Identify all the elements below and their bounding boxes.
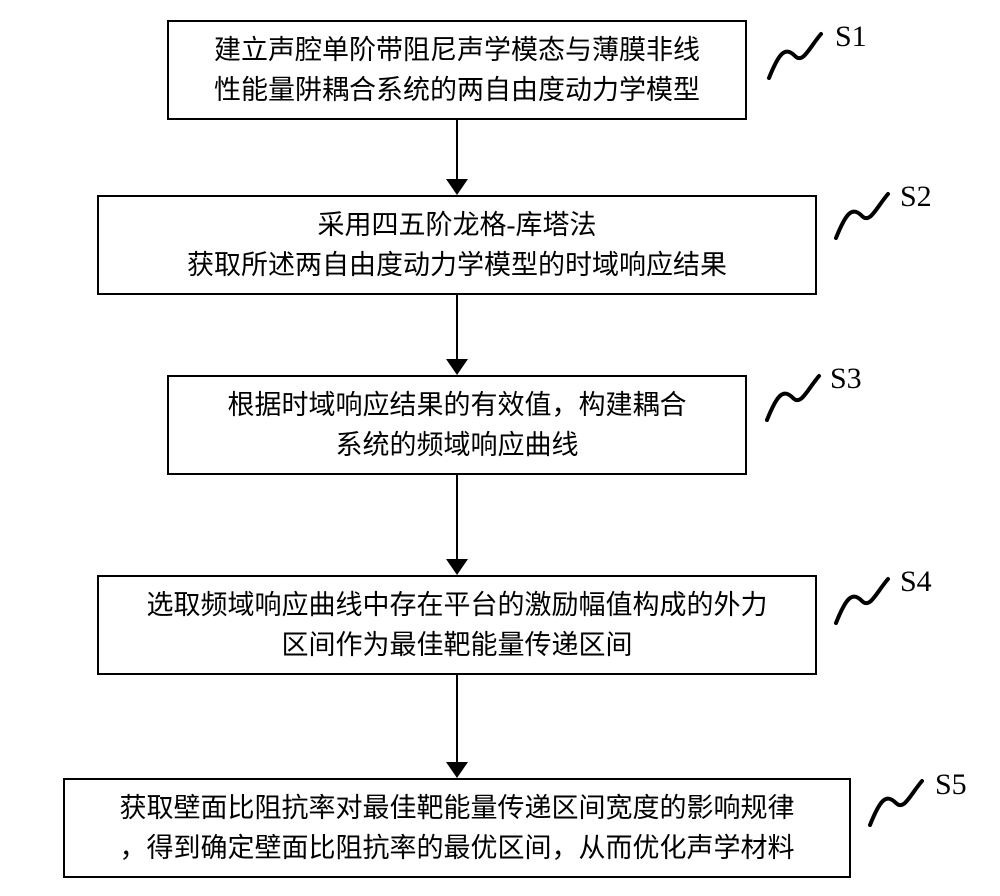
connector-squiggle-s5 xyxy=(866,775,926,835)
flow-step-s1-line2: 性能量阱耦合系统的两自由度动力学模型 xyxy=(214,75,700,105)
flow-step-s5-line1: 获取壁面比阻抗率对最佳靶能量传递区间宽度的影响规律 xyxy=(120,793,795,823)
flow-step-s2-label: S2 xyxy=(900,180,932,214)
flow-step-s1-text: 建立声腔单阶带阻尼声学模态与薄膜非线 性能量阱耦合系统的两自由度动力学模型 xyxy=(214,30,700,111)
arrow-s2-s3 xyxy=(444,295,470,375)
flow-step-s4: 选取频域响应曲线中存在平台的激励幅值构成的外力 区间作为最佳靶能量传递区间 xyxy=(97,575,817,675)
flow-step-s1: 建立声腔单阶带阻尼声学模态与薄膜非线 性能量阱耦合系统的两自由度动力学模型 xyxy=(167,20,747,120)
connector-squiggle-s3 xyxy=(763,370,823,430)
flow-step-s4-line2: 区间作为最佳靶能量传递区间 xyxy=(282,630,633,660)
flow-step-s3-text: 根据时域响应结果的有效值，构建耦合 系统的频域响应曲线 xyxy=(228,385,687,466)
flow-step-s4-line1: 选取频域响应曲线中存在平台的激励幅值构成的外力 xyxy=(147,590,768,620)
arrow-s1-s2 xyxy=(444,120,470,195)
flow-step-s4-text: 选取频域响应曲线中存在平台的激励幅值构成的外力 区间作为最佳靶能量传递区间 xyxy=(147,585,768,666)
connector-squiggle-s1 xyxy=(765,28,825,88)
flow-step-s5: 获取壁面比阻抗率对最佳靶能量传递区间宽度的影响规律 ，得到确定壁面比阻抗率的最优… xyxy=(63,778,851,878)
flow-step-s5-text: 获取壁面比阻抗率对最佳靶能量传递区间宽度的影响规律 ，得到确定壁面比阻抗率的最优… xyxy=(120,788,795,869)
flow-step-s4-label: S4 xyxy=(900,565,932,599)
connector-squiggle-s2 xyxy=(832,188,892,248)
flow-step-s2-line1: 采用四五阶龙格-库塔法 xyxy=(318,210,597,240)
flow-step-s2-text: 采用四五阶龙格-库塔法 获取所述两自由度动力学模型的时域响应结果 xyxy=(187,205,727,286)
arrow-s4-s5 xyxy=(444,675,470,778)
flow-step-s1-line1: 建立声腔单阶带阻尼声学模态与薄膜非线 xyxy=(214,35,700,65)
flow-step-s2-line2: 获取所述两自由度动力学模型的时域响应结果 xyxy=(187,250,727,280)
flowchart-container: 建立声腔单阶带阻尼声学模态与薄膜非线 性能量阱耦合系统的两自由度动力学模型 S1… xyxy=(0,0,1000,896)
flow-step-s1-label: S1 xyxy=(835,20,867,54)
flow-step-s3-line2: 系统的频域响应曲线 xyxy=(336,430,579,460)
flow-step-s2: 采用四五阶龙格-库塔法 获取所述两自由度动力学模型的时域响应结果 xyxy=(97,195,817,295)
flow-step-s3-label: S3 xyxy=(830,362,862,396)
arrow-s3-s4 xyxy=(444,475,470,575)
flow-step-s5-line2: ，得到确定壁面比阻抗率的最优区间，从而优化声学材料 xyxy=(120,833,795,863)
flow-step-s3: 根据时域响应结果的有效值，构建耦合 系统的频域响应曲线 xyxy=(167,375,747,475)
connector-squiggle-s4 xyxy=(832,573,892,633)
flow-step-s5-label: S5 xyxy=(935,768,967,802)
flow-step-s3-line1: 根据时域响应结果的有效值，构建耦合 xyxy=(228,390,687,420)
